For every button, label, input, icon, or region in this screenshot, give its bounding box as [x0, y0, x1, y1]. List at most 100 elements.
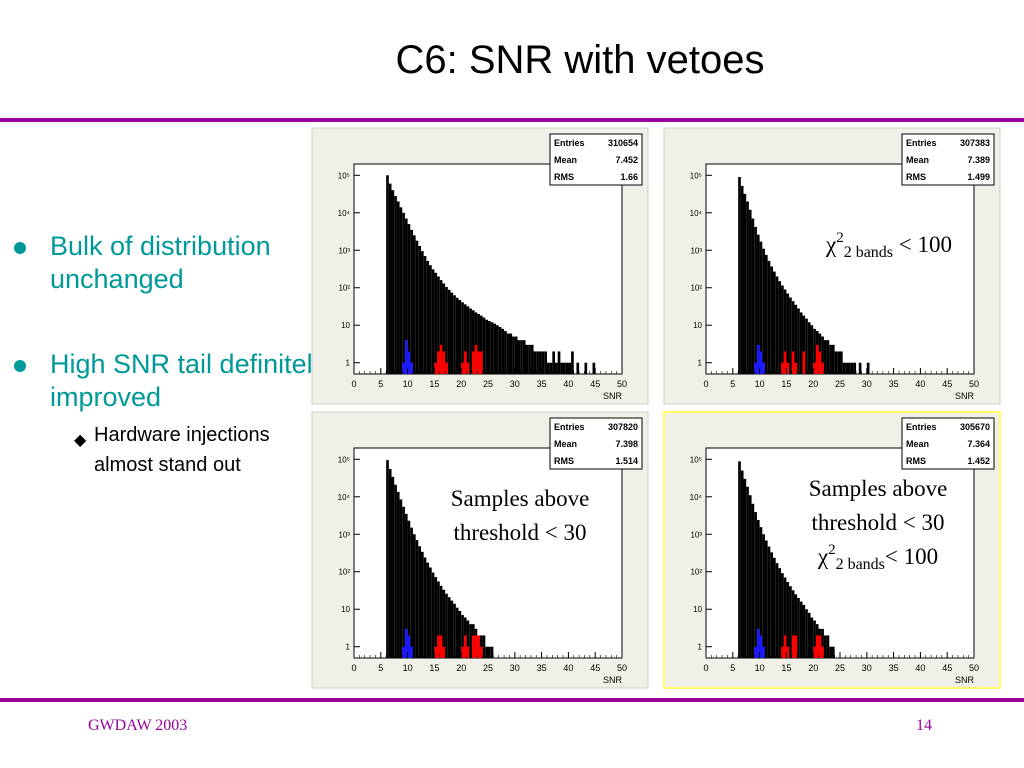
- samples-line-2: threshold < 30: [453, 520, 587, 545]
- bar-bulk: [536, 351, 539, 374]
- bar-bulk: [829, 344, 832, 374]
- x-tick-label: 5: [730, 663, 735, 673]
- stats-label: RMS: [906, 172, 926, 182]
- bar-bulk: [799, 312, 803, 374]
- samples-line-2: threshold < 30: [811, 510, 945, 535]
- bar-bulk: [415, 240, 419, 374]
- bar-high-snr: [474, 344, 478, 374]
- bar-bulk: [402, 212, 405, 374]
- bar-bulk: [568, 362, 572, 374]
- bar-bulk: [799, 601, 803, 658]
- bar-bulk: [762, 248, 765, 374]
- bar-bulk: [826, 635, 830, 658]
- x-tick-label: 30: [510, 663, 520, 673]
- bar-bulk: [450, 600, 454, 658]
- bar-bulk: [396, 201, 400, 374]
- bar-high-snr: [818, 351, 822, 374]
- bar-bulk: [756, 234, 760, 374]
- bar-high-snr: [791, 351, 795, 374]
- bar-bulk: [461, 302, 464, 374]
- slide-title: C6: SNR with vetoes: [395, 38, 765, 82]
- bullet-dot-icon: [14, 360, 26, 372]
- bar-bulk: [423, 256, 427, 374]
- bar-bulk: [754, 226, 757, 374]
- bar-bulk: [759, 527, 763, 658]
- histogram-panel-2: 0 5 10 15 20 25 30 35 40 45 50 SNR 1 10 10² 10³ 10⁴ 10⁵ En…: [663, 127, 1001, 405]
- bar-bulk: [394, 196, 397, 374]
- x-tick-label: 0: [351, 663, 356, 673]
- x-tick-label: 25: [835, 663, 845, 673]
- bar-bulk: [429, 265, 432, 374]
- x-tick-label: 40: [915, 379, 925, 389]
- x-tick-label: 5: [730, 379, 735, 389]
- x-tick-label: 30: [862, 379, 872, 389]
- bar-high-snr: [821, 362, 824, 374]
- stats-label: RMS: [906, 456, 926, 466]
- bar-bulk: [415, 540, 419, 658]
- bar-bulk: [437, 276, 440, 374]
- y-tick-label: 10: [693, 321, 702, 330]
- bar-high-snr: [813, 646, 816, 658]
- x-tick-label: 45: [942, 663, 952, 673]
- bar-bulk: [522, 340, 526, 374]
- bar-bulk: [571, 351, 574, 374]
- stats-box: [901, 133, 995, 186]
- bullet-dot-icon: [14, 242, 26, 254]
- bar-bulk: [429, 567, 432, 658]
- bar-bulk: [764, 540, 768, 658]
- samples-line-1: Samples above: [808, 476, 948, 501]
- stats-box: [549, 133, 643, 186]
- bar-bulk: [773, 557, 776, 658]
- x-tick-label: 40: [915, 663, 925, 673]
- sub-bullet-item: ◆ Hardware injections almost stand out: [14, 420, 334, 480]
- bar-bulk: [504, 331, 507, 374]
- bar-high-snr: [445, 362, 448, 374]
- y-tick-label: 10²: [338, 284, 350, 293]
- bar-high-snr: [442, 646, 446, 658]
- bar-bulk: [866, 362, 870, 374]
- bar-bulk: [391, 190, 395, 374]
- bar-bulk: [775, 276, 779, 374]
- stats-value: 1.499: [967, 172, 990, 182]
- bar-high-snr: [471, 351, 475, 374]
- x-axis-label: SNR: [955, 391, 975, 401]
- bar-bulk: [826, 340, 830, 374]
- bar-bulk: [805, 609, 808, 658]
- bar-bulk: [840, 351, 843, 374]
- bar-bulk: [555, 362, 558, 374]
- bar-bulk: [767, 546, 771, 658]
- chi-symbol: χ: [825, 232, 837, 257]
- histogram-grid: 0 5 10 15 20 25 30 35 40 45 50SNR11010²10³10⁴10⁵En…: [311, 127, 1001, 689]
- bar-bulk: [754, 512, 757, 658]
- bar-bulk: [584, 362, 588, 374]
- stats-label: RMS: [554, 172, 574, 182]
- x-tick-label: 5: [378, 663, 383, 673]
- bar-bulk: [538, 351, 542, 374]
- bar-bulk: [837, 351, 840, 374]
- bar-bulk: [789, 297, 792, 374]
- stats-label: Mean: [554, 155, 577, 165]
- y-tick-label: 10⁵: [338, 171, 350, 180]
- bar-bulk: [810, 617, 814, 658]
- x-tick-label: 15: [781, 663, 791, 673]
- chi-superscript: 2: [836, 230, 844, 246]
- bar-bulk: [563, 362, 566, 374]
- bar-low-snr: [407, 351, 411, 374]
- bar-bulk: [410, 527, 413, 658]
- bar-bulk: [738, 176, 741, 374]
- y-tick-label: 1: [698, 643, 703, 652]
- bar-bulk: [447, 597, 451, 658]
- bar-bulk: [748, 209, 752, 374]
- bar-bulk: [517, 340, 521, 374]
- bar-bulk: [496, 325, 499, 374]
- y-tick-label: 10: [341, 321, 350, 330]
- bar-bulk: [764, 254, 768, 374]
- chi-subscript: 2 bands: [843, 244, 894, 261]
- bar-bulk: [482, 635, 486, 658]
- bar-bulk: [781, 573, 784, 658]
- bar-bulk: [786, 293, 790, 374]
- bar-bulk: [544, 351, 547, 374]
- bar-bulk: [530, 344, 534, 374]
- bar-bulk: [471, 310, 475, 374]
- bar-bulk: [802, 604, 806, 658]
